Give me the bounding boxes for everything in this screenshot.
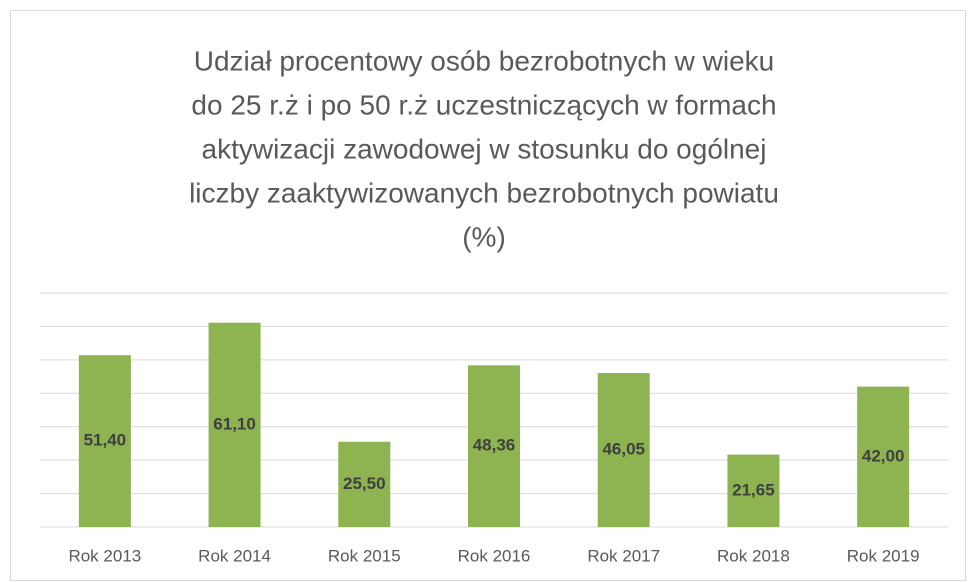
chart-title: aktywizacji zawodowej w stosunku do ogól… xyxy=(202,133,767,164)
value-label: 48,36 xyxy=(473,436,516,455)
x-tick-label: Rok 2015 xyxy=(328,546,401,565)
value-label: 42,00 xyxy=(862,446,905,465)
bar xyxy=(468,365,520,527)
x-tick-label: Rok 2019 xyxy=(847,546,920,565)
chart-title: (%) xyxy=(462,221,506,252)
value-label: 51,40 xyxy=(84,431,127,450)
bar xyxy=(208,322,261,527)
x-tick-label: Rok 2013 xyxy=(68,546,141,565)
value-label: 61,10 xyxy=(213,414,256,433)
bar xyxy=(857,386,910,527)
x-tick-label: Rok 2017 xyxy=(587,546,660,565)
bar xyxy=(338,441,391,527)
chart-title: liczby zaaktywizowanych bezrobotnych pow… xyxy=(189,177,779,208)
chart-title: do 25 r.ż i po 50 r.ż uczestniczących w … xyxy=(191,89,776,120)
bar xyxy=(727,454,780,527)
value-label: 21,65 xyxy=(732,480,775,499)
value-label: 25,50 xyxy=(343,474,386,493)
x-tick-label: Rok 2014 xyxy=(198,546,271,565)
bar xyxy=(78,355,131,527)
chart-title: Udział procentowy osób bezrobotnych w wi… xyxy=(194,45,775,76)
x-tick-label: Rok 2018 xyxy=(717,546,790,565)
bar xyxy=(597,373,650,527)
x-tick-label: Rok 2016 xyxy=(458,546,531,565)
value-label: 46,05 xyxy=(602,440,645,459)
